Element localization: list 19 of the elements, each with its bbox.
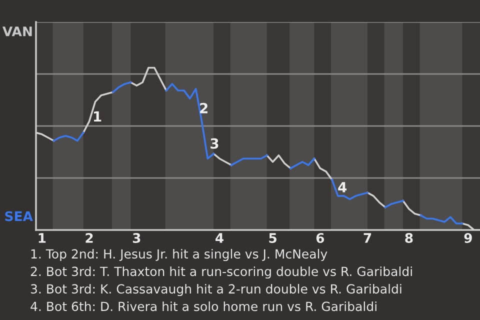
x-tick-label: 2 — [86, 233, 93, 243]
text: 2. Bot 3rd: T. Thaxton hit a run-scoring double vs R. Garibaldi — [30, 266, 412, 279]
text: 4. Bot 6th: D. Rivera hit a solo home run vs R. Garibaldi — [30, 301, 376, 312]
text: VAN — [2, 26, 32, 36]
annotation: 3 — [210, 138, 218, 149]
text: 1. Top 2nd: H. Jesus Jr. hit a single vs J. McNealy — [31, 248, 328, 262]
x-tick-label: 5 — [269, 233, 276, 243]
x-tick-label: 7 — [364, 233, 372, 243]
x-tick-label: 8 — [405, 233, 413, 243]
annotation: 4 — [338, 182, 347, 192]
x-tick-label: 3 — [132, 233, 140, 243]
annotation: 1 — [94, 111, 102, 122]
x-tick-label: 9 — [464, 233, 472, 243]
x-tick-label: 4 — [216, 233, 224, 243]
annotation: 2 — [200, 102, 208, 114]
x-tick-label: 1 — [38, 233, 46, 243]
text: 3. Bot 3rd: K. Cassavaugh hit a 2-run double vs R. Garibaldi — [30, 284, 402, 296]
text: SEA — [5, 211, 33, 222]
x-tick-label: 6 — [316, 233, 324, 243]
